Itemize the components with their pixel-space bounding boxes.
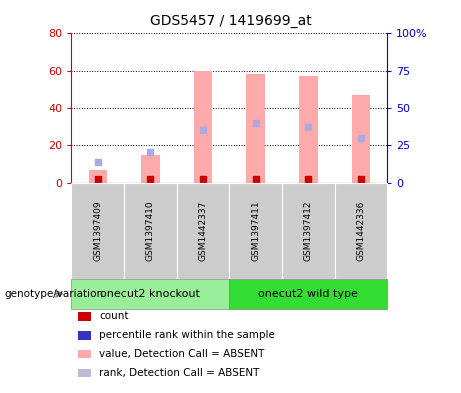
Text: GSM1397410: GSM1397410 xyxy=(146,200,155,261)
Bar xyxy=(299,76,318,183)
Text: GDS5457 / 1419699_at: GDS5457 / 1419699_at xyxy=(150,14,311,28)
Text: count: count xyxy=(99,311,129,321)
Text: GSM1442336: GSM1442336 xyxy=(356,201,366,261)
Text: onecut2 knockout: onecut2 knockout xyxy=(100,289,201,299)
Bar xyxy=(352,95,370,183)
Text: onecut2 wild type: onecut2 wild type xyxy=(258,289,358,299)
Text: genotype/variation: genotype/variation xyxy=(5,289,104,299)
Text: GSM1397411: GSM1397411 xyxy=(251,200,260,261)
Bar xyxy=(89,170,107,183)
Text: GSM1442337: GSM1442337 xyxy=(199,201,207,261)
Bar xyxy=(247,74,265,183)
Text: rank, Detection Call = ABSENT: rank, Detection Call = ABSENT xyxy=(99,368,260,378)
Text: GSM1397409: GSM1397409 xyxy=(93,200,102,261)
Bar xyxy=(194,71,212,183)
Text: value, Detection Call = ABSENT: value, Detection Call = ABSENT xyxy=(99,349,265,359)
Text: GSM1397412: GSM1397412 xyxy=(304,201,313,261)
Text: percentile rank within the sample: percentile rank within the sample xyxy=(99,330,275,340)
Bar xyxy=(141,155,160,183)
